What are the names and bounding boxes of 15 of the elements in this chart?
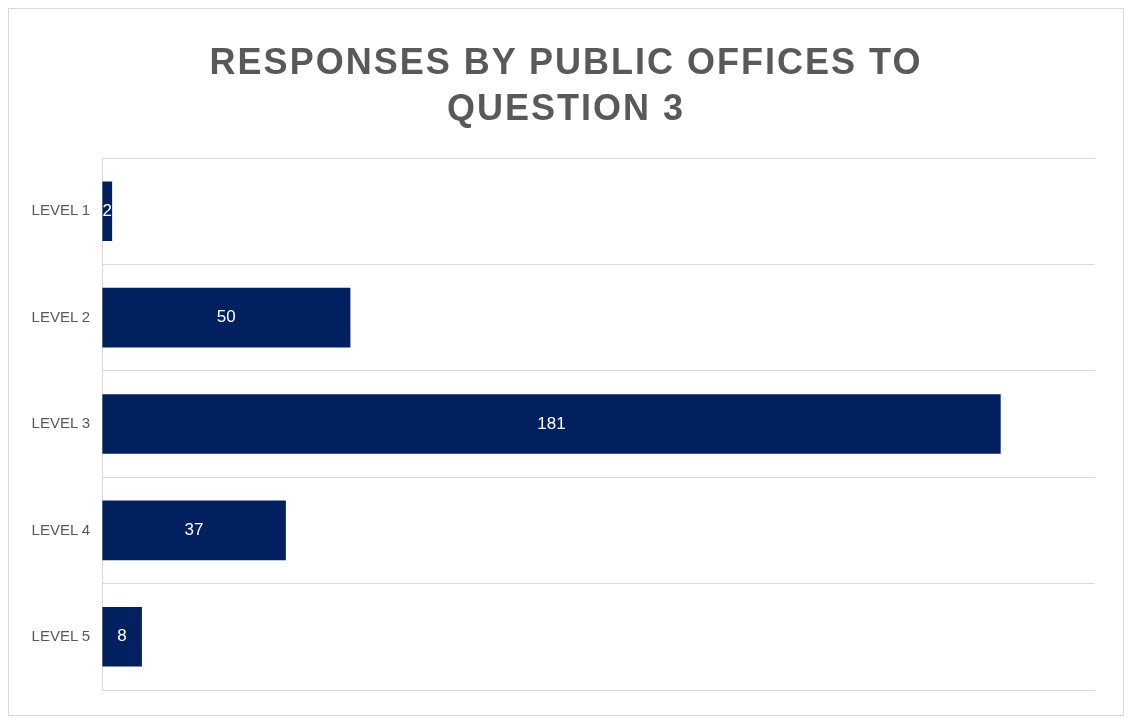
data-label: 181 [537,413,566,433]
y-tick-label: LEVEL 2 [31,307,91,325]
bar [102,500,286,561]
chart-title: RESPONSES BY PUBLIC OFFICES TO QUESTION 3 [208,40,924,130]
data-label: 50 [216,307,236,327]
bar [102,607,142,667]
y-tick-label: LEVEL 1 [31,201,91,219]
y-tick-label: LEVEL 5 [31,626,91,644]
data-label: 2 [102,200,112,220]
bar [102,287,351,348]
data-label: 37 [184,520,204,540]
y-tick-label: LEVEL 4 [31,520,91,538]
data-label: 8 [117,626,127,646]
bar [102,394,1001,454]
y-tick-label: LEVEL 3 [31,414,91,432]
